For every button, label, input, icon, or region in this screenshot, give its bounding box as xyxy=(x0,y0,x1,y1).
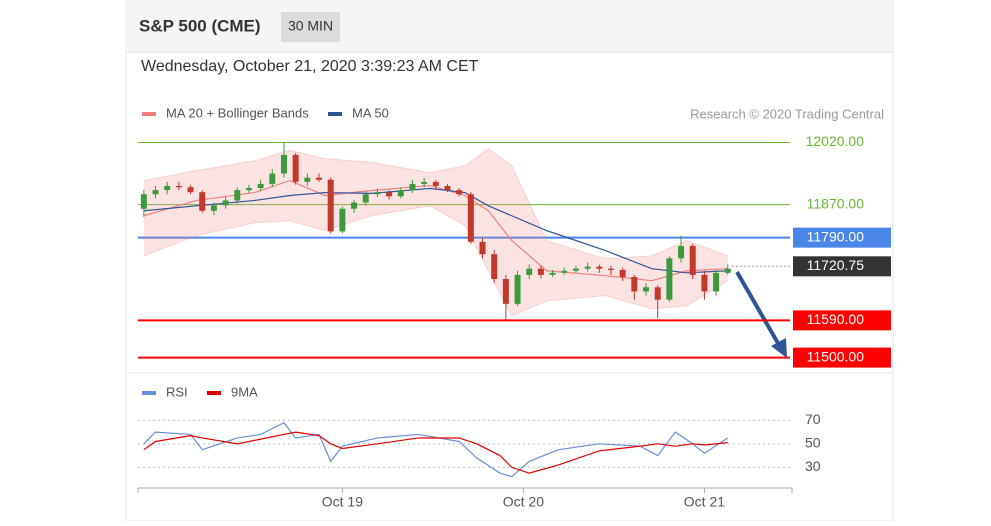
x-tick-label: Oct 20 xyxy=(503,494,544,510)
legend-swatch xyxy=(142,391,156,395)
level-badge xyxy=(793,310,891,331)
indicator-line xyxy=(143,431,728,474)
candle-body xyxy=(701,274,708,292)
legend-swatch xyxy=(142,112,156,116)
candle-body xyxy=(643,287,650,292)
candle-body xyxy=(526,268,533,275)
candle-body xyxy=(467,194,474,242)
interval-label: 30 MIN xyxy=(288,18,333,34)
legend-label: RSI xyxy=(166,384,188,399)
candle-body xyxy=(140,194,147,209)
candle-body xyxy=(549,272,556,275)
candle-body xyxy=(502,279,509,304)
forecast-arrowhead xyxy=(771,338,787,358)
legend-swatch xyxy=(328,112,342,116)
x-tick-label: Oct 21 xyxy=(684,494,725,510)
candle-body xyxy=(351,202,358,209)
moving-average-line xyxy=(143,187,728,274)
candle-body xyxy=(619,269,626,277)
candle-body xyxy=(491,254,498,280)
candle-body xyxy=(537,268,544,275)
candle-body xyxy=(327,179,334,232)
legend-swatch xyxy=(207,391,221,395)
interval-badge xyxy=(281,12,340,42)
candle-body xyxy=(187,187,194,193)
candle-body xyxy=(164,185,171,191)
level-label: 12020.00 xyxy=(806,133,865,149)
candle-body xyxy=(456,190,463,195)
candle-body xyxy=(245,188,252,191)
candle-body xyxy=(386,192,393,197)
candle-body xyxy=(280,154,287,174)
y-tick-label: 30 xyxy=(805,458,821,474)
candle-body xyxy=(572,268,579,271)
candle-body xyxy=(678,245,685,259)
legend-label: MA 20 + Bollinger Bands xyxy=(166,105,309,120)
level-badge xyxy=(793,227,891,248)
candle-body xyxy=(397,190,404,197)
candle-body xyxy=(152,190,159,195)
level-label: 11790.00 xyxy=(807,228,865,244)
candle-body xyxy=(631,276,638,292)
candle-body xyxy=(421,181,428,184)
candle-body xyxy=(432,181,439,186)
credit: Research © 2020 Trading Central xyxy=(690,106,884,121)
legend-label: MA 50 xyxy=(352,105,389,120)
level-label: 11870.00 xyxy=(807,195,865,211)
candle-body xyxy=(444,185,451,191)
level-label: 11590.00 xyxy=(807,311,865,327)
candle-body xyxy=(596,266,603,269)
candle-body xyxy=(339,208,346,232)
candle-body xyxy=(479,241,486,255)
instrument-title: S&P 500 (CME) xyxy=(139,16,261,35)
level-badge xyxy=(793,347,891,368)
candle-body xyxy=(514,274,521,304)
candle-body xyxy=(304,177,311,182)
legend-label: 9MA xyxy=(231,384,258,399)
header-bar xyxy=(126,0,893,52)
last-price-badge xyxy=(793,256,891,277)
x-tick-label: Oct 19 xyxy=(322,494,363,510)
y-tick-label: 50 xyxy=(805,435,821,451)
forecast-arrow xyxy=(735,271,781,346)
candle-body xyxy=(175,185,182,188)
timestamp: Wednesday, October 21, 2020 3:39:23 AM C… xyxy=(141,58,479,75)
bollinger-lower xyxy=(143,205,729,317)
candle-body xyxy=(199,192,206,211)
card xyxy=(125,0,894,522)
candle-body xyxy=(713,272,720,292)
candle-body xyxy=(561,270,568,273)
candle-body xyxy=(724,268,731,273)
last-price-label: 11720.75 xyxy=(807,257,865,273)
candle-body xyxy=(689,245,696,275)
candle-body xyxy=(607,268,614,270)
candle-body xyxy=(222,200,229,206)
candle-body xyxy=(234,190,241,201)
candle-body xyxy=(292,154,299,182)
candle-body xyxy=(374,192,381,195)
candle-body xyxy=(584,266,591,269)
candle-body xyxy=(210,205,217,211)
candle-body xyxy=(666,258,673,300)
y-tick-label: 70 xyxy=(805,411,821,427)
candle-body xyxy=(257,183,264,189)
candle-body xyxy=(362,194,369,203)
candle-body xyxy=(269,173,276,184)
level-label: 11500.00 xyxy=(807,348,865,364)
bollinger-upper xyxy=(143,148,728,260)
candle-body xyxy=(654,287,661,300)
candle-body xyxy=(409,183,416,191)
candle-body xyxy=(316,177,323,180)
